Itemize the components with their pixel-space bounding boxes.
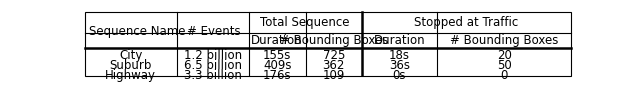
Text: Stopped at Traffic: Stopped at Traffic xyxy=(414,16,518,29)
Text: 20: 20 xyxy=(497,50,511,62)
Text: 6.5 billion: 6.5 billion xyxy=(184,59,242,72)
Text: # Bounding Boxes: # Bounding Boxes xyxy=(450,34,558,47)
Text: # Bounding Boxes: # Bounding Boxes xyxy=(280,34,388,47)
Text: 36s: 36s xyxy=(389,59,410,72)
Text: 176s: 176s xyxy=(263,69,291,82)
Text: Total Sequence: Total Sequence xyxy=(260,16,350,29)
Text: 0s: 0s xyxy=(393,69,406,82)
Text: Highway: Highway xyxy=(106,69,156,82)
Text: 409s: 409s xyxy=(263,59,291,72)
Text: 362: 362 xyxy=(323,59,345,72)
Text: 155s: 155s xyxy=(263,50,291,62)
Text: # Events: # Events xyxy=(187,25,241,38)
Text: 1.2 billion: 1.2 billion xyxy=(184,50,242,62)
Text: Suburb: Suburb xyxy=(109,59,152,72)
Text: Duration: Duration xyxy=(374,34,425,47)
Text: 3.3 billion: 3.3 billion xyxy=(184,69,242,82)
Text: 50: 50 xyxy=(497,59,511,72)
Text: 0: 0 xyxy=(500,69,508,82)
Text: 725: 725 xyxy=(323,50,345,62)
Text: Sequence Name: Sequence Name xyxy=(89,25,186,38)
Text: City: City xyxy=(119,50,143,62)
Text: 18s: 18s xyxy=(389,50,410,62)
Text: Duration: Duration xyxy=(252,34,303,47)
Text: 109: 109 xyxy=(323,69,345,82)
